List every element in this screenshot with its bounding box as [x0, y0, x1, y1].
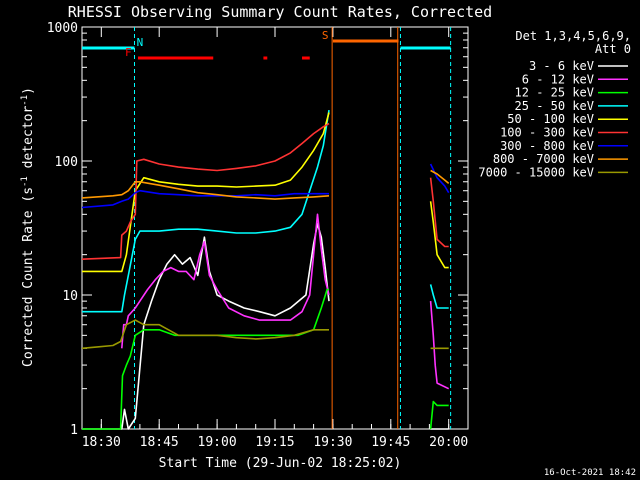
- x-tick-label: 19:45: [371, 435, 410, 450]
- footer-timestamp: 16-Oct-2021 18:42: [544, 468, 636, 478]
- series-line: [82, 223, 330, 430]
- legend-header-1: Det 1,3,4,5,6,9,: [515, 29, 631, 43]
- legend-label: 50 - 100 keV: [507, 112, 594, 126]
- y-tick-labels: 1 10 100 1000: [47, 21, 78, 438]
- legend-label: 100 - 300 keV: [500, 126, 594, 140]
- state-flags: NF S: [82, 29, 451, 60]
- legend-label: 12 - 25 keV: [515, 86, 594, 100]
- chart-title: RHESSI Observing Summary Count Rates, Co…: [68, 3, 492, 21]
- y-tick-label: 100: [55, 155, 78, 170]
- x-tick-label: 19:30: [313, 435, 352, 450]
- x-tick-label: 18:30: [82, 435, 121, 450]
- x-tick-label: 20:00: [429, 435, 468, 450]
- y-tick-label: 10: [62, 289, 78, 304]
- x-axis-label: Start Time (29-Jun-02 18:25:02): [159, 456, 402, 471]
- flag-label: F: [125, 46, 132, 59]
- x-tick-labels: 18:30 18:45 19:00 19:15 19:30 19:45 20:00: [82, 435, 469, 450]
- series-line: [429, 177, 449, 248]
- legend-label: 7000 - 15000 keV: [478, 165, 594, 179]
- y-axis-label: Corrected Count Rate (s-1 detector-1): [20, 87, 36, 367]
- y-axis-label-exp2: -1: [20, 95, 30, 106]
- y-axis-label-mid: detector: [21, 106, 36, 177]
- x-tick-label: 19:15: [255, 435, 294, 450]
- series-line: [429, 201, 449, 269]
- series-line: [429, 400, 449, 430]
- series-lines: [81, 109, 450, 430]
- y-axis-label-end: ): [21, 87, 36, 95]
- series-line: [82, 112, 330, 273]
- x-tick-label: 18:45: [140, 435, 179, 450]
- legend-label: 3 - 6 keV: [529, 59, 594, 73]
- series-line: [81, 181, 330, 200]
- y-axis-label-main: Corrected Count Rate (s: [21, 187, 36, 367]
- series-line: [429, 284, 449, 309]
- series-line: [81, 122, 330, 260]
- series-line: [429, 301, 450, 390]
- series-line: [121, 213, 330, 349]
- series-line: [430, 169, 450, 185]
- plot-axes: [81, 26, 469, 430]
- flag-label: S: [322, 29, 329, 42]
- y-tick-label: 1000: [47, 21, 78, 36]
- series-line: [82, 288, 329, 430]
- legend-label: 25 - 50 keV: [515, 99, 594, 113]
- series-line: [81, 189, 329, 209]
- legend-header-2: Att 0: [595, 42, 631, 56]
- series-line: [82, 109, 330, 313]
- marker-lines: [133, 27, 452, 429]
- series-line: [429, 163, 450, 194]
- legend-label: 300 - 800 keV: [500, 139, 594, 153]
- legend-label: 800 - 7000 keV: [493, 152, 594, 166]
- y-tick-label: 1: [70, 423, 78, 438]
- flag-label: N: [137, 36, 144, 49]
- x-tick-label: 19:00: [198, 435, 237, 450]
- y-axis-label-exp1: -1: [20, 176, 30, 187]
- legend-label: 6 - 12 keV: [522, 72, 594, 86]
- series-line: [81, 319, 329, 350]
